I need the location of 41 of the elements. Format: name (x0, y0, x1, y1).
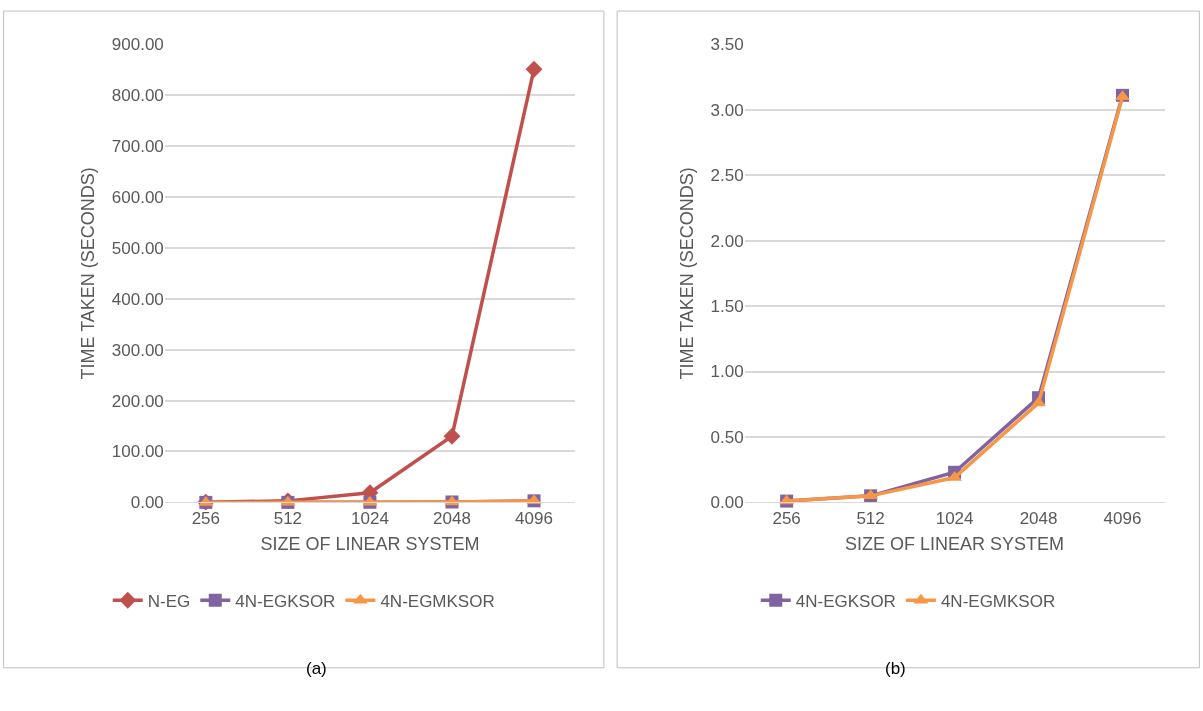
legend-label: 4N-EGMKSOR (940, 591, 1056, 611)
y-tick-label: 0.50 (710, 427, 744, 447)
y-tick-label: 3.50 (710, 35, 744, 55)
y-axis-title: TIME TAKEN (SECONDS) (78, 167, 99, 380)
y-tick-label: 2.50 (710, 166, 744, 186)
y-tick-label: 1.50 (710, 297, 744, 317)
y-axis-title: TIME TAKEN (SECONDS) (676, 167, 697, 380)
y-tick-label: 0.00 (130, 493, 164, 513)
point (525, 60, 543, 78)
y-tick-label: 300.00 (111, 340, 164, 360)
x-tick-label: 1024 (351, 508, 389, 528)
y-tick-label: 600.00 (111, 187, 164, 207)
y-tick-label: 200.00 (111, 391, 164, 411)
x-tick-label: 1024 (935, 508, 974, 528)
y-tick-label: 1.00 (710, 362, 744, 382)
legend-label: 4N-EGMKSOR (380, 591, 495, 611)
y-tick-label: 400.00 (111, 289, 164, 309)
text: (a) (306, 659, 327, 678)
y-tick-label: 800.00 (111, 86, 164, 106)
point (443, 427, 461, 445)
x-tick-label: 512 (273, 508, 303, 528)
text: (b) (885, 659, 906, 678)
y-tick-label: 900.00 (111, 35, 164, 55)
x-tick-label: 256 (191, 508, 221, 528)
x-tick-label: 4096 (1103, 508, 1142, 528)
legend-label: 4N-EGKSOR (235, 591, 336, 611)
y-tick-label: 3.00 (710, 100, 744, 120)
legend-label: N-EG (147, 591, 191, 611)
x-tick-label: 512 (856, 508, 885, 528)
y-tick-label: 2.00 (710, 231, 744, 251)
legend-label: 4N-EGKSOR (795, 591, 896, 611)
x-tick-label: 4096 (515, 508, 553, 528)
x-tick-label: 256 (772, 508, 801, 528)
x-axis-title: SIZE OF LINEAR SYSTEM (260, 533, 480, 554)
x-tick-label: 2048 (1019, 508, 1058, 528)
y-tick-label: 500.00 (111, 238, 164, 258)
y-tick-label: 0.00 (710, 493, 744, 513)
x-tick-label: 2048 (433, 508, 471, 528)
y-tick-label: 700.00 (111, 137, 164, 157)
y-tick-label: 100.00 (111, 442, 164, 462)
x-axis-title: SIZE OF LINEAR SYSTEM (845, 533, 1065, 554)
